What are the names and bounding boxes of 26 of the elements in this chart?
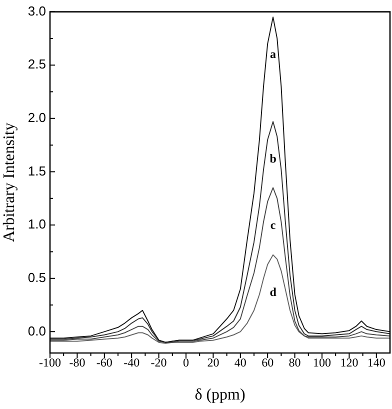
y-tick-label: 2.0: [28, 110, 46, 126]
x-tick-label: -20: [150, 355, 167, 370]
x-tick-label: 40: [234, 355, 246, 370]
series-label: d: [270, 285, 277, 299]
y-tick-label: 0.0: [28, 323, 46, 338]
y-tick-label: 1.0: [28, 216, 46, 232]
x-axis-title: δ (ppm): [194, 386, 246, 404]
y-tick-label: 3.0: [28, 3, 46, 18]
x-tick-label: -60: [96, 355, 112, 370]
x-tick-label: 100: [313, 355, 331, 370]
y-axis-title: Arbitrary Intensity: [0, 122, 18, 242]
x-tick-label: 80: [288, 355, 301, 370]
x-tick-label: -100: [39, 355, 61, 370]
x-tick-label: 20: [207, 355, 220, 370]
y-tick-label: 0.5: [28, 270, 46, 285]
series-label: c: [270, 218, 276, 232]
series-label: b: [270, 152, 277, 166]
x-tick-label: 120: [340, 355, 358, 370]
x-tick-label: -40: [124, 355, 140, 370]
x-tick-label: 0: [183, 355, 189, 370]
y-tick-label: 2.5: [28, 56, 46, 72]
x-tick-label: 60: [262, 355, 274, 370]
x-tick-label: -80: [69, 355, 86, 370]
series-label: a: [270, 47, 276, 62]
x-tick-label: 140: [367, 355, 386, 370]
y-tick-label: 1.5: [28, 163, 46, 178]
